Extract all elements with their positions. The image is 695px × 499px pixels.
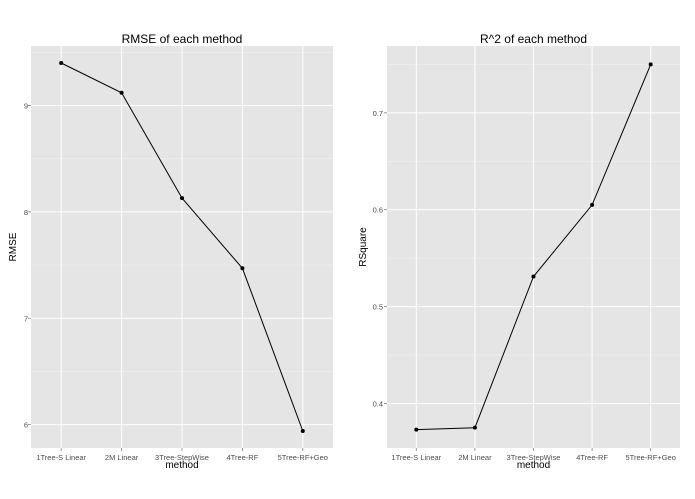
chart-panel-1: 6 7 8 9 1Tree-S Linear 2M Linear 3Tree-StepWis…: [8, 32, 333, 471]
y-tick-label: 8: [24, 208, 28, 217]
x-axis-title: method: [165, 460, 198, 471]
x-tick-label: 2M Linear: [458, 453, 492, 462]
x-tick-label: 5Tree-RF+Geo: [626, 453, 676, 462]
y-tick-label: 0.7: [373, 109, 383, 118]
data-point: [300, 428, 305, 433]
data-point: [414, 427, 419, 432]
y-axis-title: RSquare: [358, 227, 369, 267]
data-point: [119, 90, 124, 95]
y-tick-label: 7: [24, 314, 28, 323]
data-point: [240, 266, 245, 271]
chart-title: R^2 of each method: [480, 32, 587, 46]
y-tick-label: 6: [24, 421, 28, 430]
data-point: [590, 202, 595, 207]
data-point: [472, 425, 477, 430]
x-axis-title: method: [517, 460, 550, 471]
y-tick-label: 0.5: [373, 303, 383, 312]
chart-panel-2: 0.4 0.5 0.6 0.7 1Tree-S Linear 2M Linear 3Tree…: [358, 32, 680, 471]
y-axis-title: RMSE: [8, 232, 19, 261]
data-point: [59, 61, 64, 66]
x-tick-label: 3Tree-StepWise: [507, 453, 561, 462]
x-tick-label: 3Tree-StepWise: [155, 453, 209, 462]
data-point: [531, 274, 536, 279]
y-tick-label: 0.4: [373, 399, 383, 408]
y-tick-label: 9: [24, 102, 28, 111]
x-tick-label: 5Tree-RF+Geo: [278, 453, 328, 462]
x-tick-label: 4Tree-RF: [226, 453, 258, 462]
x-tick-label: 1Tree-S Linear: [36, 453, 86, 462]
x-tick-label: 2M Linear: [105, 453, 139, 462]
y-tick-label: 0.6: [373, 206, 383, 215]
x-tick-label: 1Tree-S Linear: [391, 453, 441, 462]
data-point: [648, 62, 653, 67]
x-tick-label: 4Tree-RF: [576, 453, 608, 462]
chart-title: RMSE of each method: [122, 32, 243, 46]
data-point: [180, 196, 184, 201]
